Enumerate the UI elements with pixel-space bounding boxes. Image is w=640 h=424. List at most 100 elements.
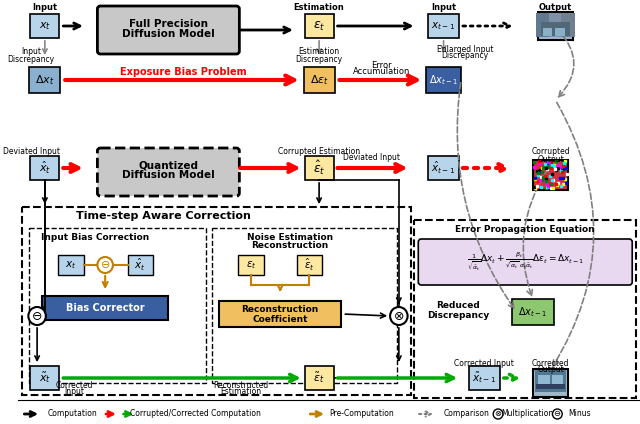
Text: Estimation: Estimation: [221, 388, 262, 396]
Text: Deviated Input: Deviated Input: [343, 153, 400, 162]
Text: Estimation: Estimation: [298, 47, 340, 56]
Bar: [29, 228, 206, 383]
Text: $\Delta x_t$: $\Delta x_t$: [35, 73, 54, 87]
Bar: [30, 14, 60, 38]
Bar: [219, 301, 342, 327]
Text: $\hat{x}_t$: $\hat{x}_t$: [134, 257, 146, 273]
Circle shape: [97, 257, 113, 273]
Bar: [511, 299, 554, 325]
Text: $\hat{\varepsilon}_t$: $\hat{\varepsilon}_t$: [304, 257, 315, 273]
Text: $\Delta x_{t-1}$: $\Delta x_{t-1}$: [518, 305, 548, 319]
Text: Multiplication: Multiplication: [501, 410, 554, 418]
Bar: [42, 296, 168, 320]
Text: Diffusion Model: Diffusion Model: [122, 29, 215, 39]
Bar: [30, 366, 60, 390]
Text: Input Bias Correction: Input Bias Correction: [42, 232, 150, 242]
Bar: [426, 67, 461, 93]
FancyBboxPatch shape: [97, 6, 239, 54]
Text: Reconstructed: Reconstructed: [214, 380, 269, 390]
Text: Input: Input: [431, 3, 456, 11]
Text: Error Propagation Equation: Error Propagation Equation: [456, 226, 595, 234]
Bar: [414, 220, 636, 398]
Bar: [543, 28, 552, 36]
Text: $\ominus$: $\ominus$: [31, 310, 43, 323]
Text: $\frac{1}{\sqrt{\bar{\alpha}_t}}\Delta x_t + \frac{\beta_t}{\sqrt{\alpha_t}\ \al: $\frac{1}{\sqrt{\bar{\alpha}_t}}\Delta x…: [467, 251, 584, 273]
Text: Bias Corrector: Bias Corrector: [66, 303, 145, 313]
Text: Output: Output: [537, 154, 564, 164]
Text: $\Delta\varepsilon_t$: $\Delta\varepsilon_t$: [310, 73, 328, 87]
Circle shape: [493, 409, 503, 419]
Text: Output: Output: [539, 3, 572, 11]
Text: Corrupted: Corrupted: [531, 148, 570, 156]
Text: Corrected: Corrected: [55, 380, 93, 390]
Text: Exposure Bias Problem: Exposure Bias Problem: [120, 67, 246, 77]
Text: $\otimes$: $\otimes$: [393, 310, 404, 323]
Bar: [58, 255, 84, 275]
Circle shape: [390, 307, 408, 325]
Bar: [22, 207, 410, 395]
Bar: [538, 375, 550, 385]
Bar: [305, 156, 333, 180]
Text: Comparison: Comparison: [444, 410, 490, 418]
Text: Discrepancy: Discrepancy: [427, 310, 490, 320]
Bar: [548, 13, 562, 37]
Text: Corrupted/Corrected Computation: Corrupted/Corrected Computation: [130, 410, 261, 418]
Text: Quantized: Quantized: [138, 160, 198, 170]
Text: $\ominus$: $\ominus$: [100, 259, 110, 271]
Bar: [556, 28, 565, 36]
Bar: [536, 384, 565, 389]
Text: Computation: Computation: [47, 410, 97, 418]
Text: Corrected: Corrected: [532, 359, 570, 368]
Text: Input: Input: [32, 3, 58, 11]
Text: $\otimes$: $\otimes$: [494, 410, 502, 418]
Bar: [561, 13, 575, 37]
Text: Reconstruction: Reconstruction: [252, 242, 328, 251]
Text: $x_t$: $x_t$: [65, 259, 77, 271]
Text: Minus: Minus: [568, 410, 591, 418]
Bar: [538, 12, 573, 40]
FancyBboxPatch shape: [419, 239, 632, 285]
FancyBboxPatch shape: [97, 148, 239, 196]
Bar: [535, 370, 566, 392]
Text: Output: Output: [537, 365, 564, 374]
Text: Estimation: Estimation: [294, 3, 344, 11]
Text: $\hat{\varepsilon}_t$: $\hat{\varepsilon}_t$: [313, 159, 325, 177]
Bar: [533, 369, 568, 397]
Text: Reduced: Reduced: [436, 301, 480, 310]
Circle shape: [552, 409, 562, 419]
Text: $\Delta x_{t-1}$: $\Delta x_{t-1}$: [429, 73, 458, 87]
Bar: [212, 228, 397, 383]
Bar: [297, 255, 322, 275]
Circle shape: [28, 307, 46, 325]
Text: $\tilde{x}_t$: $\tilde{x}_t$: [39, 371, 51, 385]
Text: Input: Input: [21, 47, 41, 56]
Text: Full Precision: Full Precision: [129, 19, 208, 29]
Bar: [127, 255, 153, 275]
Bar: [536, 13, 550, 37]
Text: $\hat{x}_{t-1}$: $\hat{x}_{t-1}$: [431, 160, 456, 176]
Text: Noise Estimation: Noise Estimation: [247, 232, 333, 242]
Text: Accumulation: Accumulation: [353, 67, 410, 76]
Bar: [303, 67, 335, 93]
Text: Discrepancy: Discrepancy: [442, 51, 488, 61]
Text: Pre-Computation: Pre-Computation: [330, 410, 394, 418]
Bar: [533, 160, 568, 190]
Bar: [305, 366, 333, 390]
Text: Error: Error: [371, 61, 392, 70]
Text: $\tilde{\varepsilon}_t$: $\tilde{\varepsilon}_t$: [314, 371, 325, 385]
Bar: [428, 14, 459, 38]
Text: $x_t$: $x_t$: [39, 20, 51, 32]
Text: Input: Input: [64, 388, 84, 396]
Text: Discrepancy: Discrepancy: [8, 55, 55, 64]
Bar: [305, 14, 333, 38]
Text: Deviated Input: Deviated Input: [3, 148, 60, 156]
Bar: [541, 22, 570, 36]
Text: Coefficient: Coefficient: [252, 315, 308, 324]
Bar: [469, 366, 500, 390]
Text: $\varepsilon_t$: $\varepsilon_t$: [246, 259, 257, 271]
Text: $\hat{x}_t$: $\hat{x}_t$: [39, 160, 51, 176]
Bar: [428, 156, 459, 180]
Text: Discrepancy: Discrepancy: [296, 55, 342, 64]
Bar: [552, 375, 563, 385]
Text: Diffusion Model: Diffusion Model: [122, 170, 215, 180]
